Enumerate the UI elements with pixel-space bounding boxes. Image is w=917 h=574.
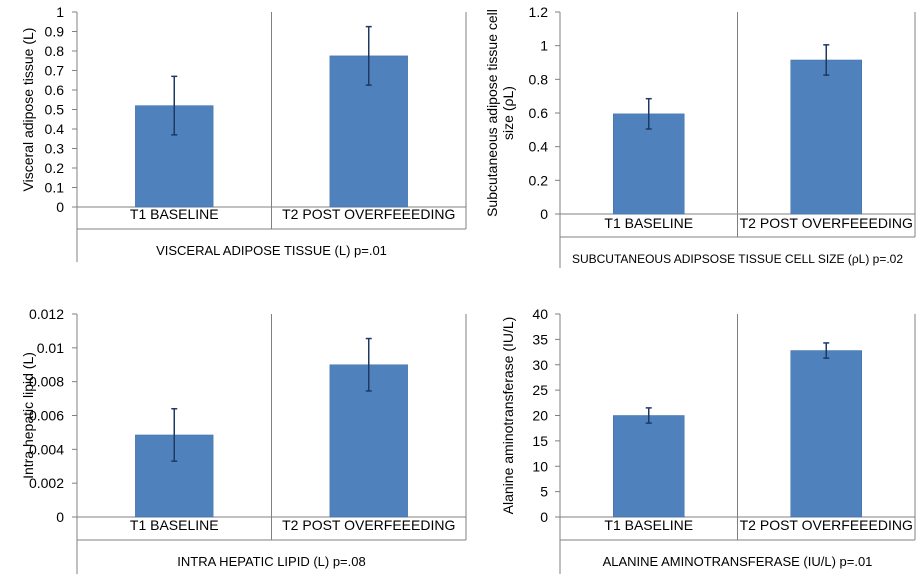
y-tick-label: 10 <box>532 458 548 474</box>
y-tick-label: 1.2 <box>529 4 549 20</box>
chart-1: 0 0.1 0.2 0.3 0.4 0.5 0.6 0.7 0.8 0.9 1 T1 BASELINE… <box>20 4 467 262</box>
y-tick-label: 0.7 <box>45 63 65 79</box>
y-tick-label: 5 <box>540 484 548 500</box>
category-label: T2 POST OVERFEEEDING <box>282 206 455 222</box>
chart-2: 0 0.2 0.4 0.6 0.8 1 1.2 T1 BASELINE T2 POST OVER… <box>484 4 916 268</box>
y-axis-label: Subcutaneous adipose tissue cellsize (ρL… <box>484 9 516 217</box>
chart-4: 0 5 10 15 20 25 30 35 40 T1 BASELINE T2 POST OVERF… <box>500 306 916 574</box>
x-axis-label: SUBCUTANEOUS ADIPSOSE TISSUE CELL SIZE (… <box>572 252 903 266</box>
y-tick-label: 0.1 <box>45 180 65 196</box>
y-axis-label: Visceral adipose tissue (L) <box>20 28 36 192</box>
y-tick-label: 0 <box>540 509 548 525</box>
category-label: T1 BASELINE <box>130 206 219 222</box>
bar-2 <box>790 350 862 518</box>
y-tick-label: 0.008 <box>29 374 64 390</box>
y-axis-label-line: size (ρL) <box>500 86 516 140</box>
x-axis-label: VISCERAL ADIPOSE TISSUE (L) p=.01 <box>156 243 387 258</box>
y-tick-label: 0 <box>56 509 64 525</box>
bar-1 <box>613 415 685 518</box>
y-tick-label: 0 <box>56 199 64 215</box>
bar-2 <box>790 59 862 215</box>
x-axis-label: ALANINE AMINOTRANSFERASE (IU/L) p=.01 <box>603 554 873 569</box>
category-label: T1 BASELINE <box>604 215 693 231</box>
y-tick-label: 35 <box>532 331 548 347</box>
y-tick-label: 0 <box>540 206 548 222</box>
y-tick-label: 0.4 <box>45 121 65 137</box>
y-tick-label: 0.3 <box>45 141 65 157</box>
y-tick-label: 0.6 <box>45 82 65 98</box>
y-tick-label: 0.6 <box>529 105 549 121</box>
bar-1 <box>613 113 685 215</box>
y-tick-label: 25 <box>532 382 548 398</box>
category-label: T1 BASELINE <box>130 517 219 533</box>
chart-3: 0 0.002 0.004 0.006 0.008 0.01 0.012 T1 BASELIN… <box>20 306 467 574</box>
y-tick-label: 1 <box>540 38 548 54</box>
y-tick-label: 20 <box>532 408 548 424</box>
y-axis-label-line: Intra hepatic lipid (L) <box>20 352 36 479</box>
y-tick-label: 40 <box>532 306 548 322</box>
y-tick-label: 0.8 <box>529 71 549 87</box>
y-tick-label: 0.2 <box>45 160 65 176</box>
y-tick-label: 0.002 <box>29 475 64 491</box>
y-tick-label: 0.5 <box>45 102 65 118</box>
y-axis-label-line: Visceral adipose tissue (L) <box>20 28 36 192</box>
category-label: T2 POST OVERFEEEDING <box>740 215 913 231</box>
x-axis-label: INTRA HEPATIC LIPID (L) p=.08 <box>177 554 365 569</box>
y-tick-label: 0.2 <box>529 172 549 188</box>
y-tick-label: 30 <box>532 357 548 373</box>
y-tick-label: 0.4 <box>529 139 549 155</box>
y-axis-label-line: Subcutaneous adipose tissue cell <box>484 9 500 217</box>
category-label: T2 POST OVERFEEEDING <box>282 517 455 533</box>
y-tick-label: 0.8 <box>45 43 65 59</box>
y-tick-label: 0.004 <box>29 441 64 457</box>
y-axis-label-line: Alanine aminotransferase (IU/L) <box>500 317 516 515</box>
y-axis-label: Intra hepatic lipid (L) <box>20 352 36 479</box>
y-tick-label: 0.9 <box>45 24 65 40</box>
y-tick-label: 0.01 <box>37 340 64 356</box>
y-tick-label: 0.006 <box>29 408 64 424</box>
category-label: T1 BASELINE <box>604 517 693 533</box>
y-tick-label: 1 <box>56 4 64 20</box>
y-tick-label: 15 <box>532 433 548 449</box>
y-tick-label: 0.012 <box>29 306 64 322</box>
category-label: T2 POST OVERFEEEDING <box>740 517 913 533</box>
y-axis-label: Alanine aminotransferase (IU/L) <box>500 317 516 515</box>
